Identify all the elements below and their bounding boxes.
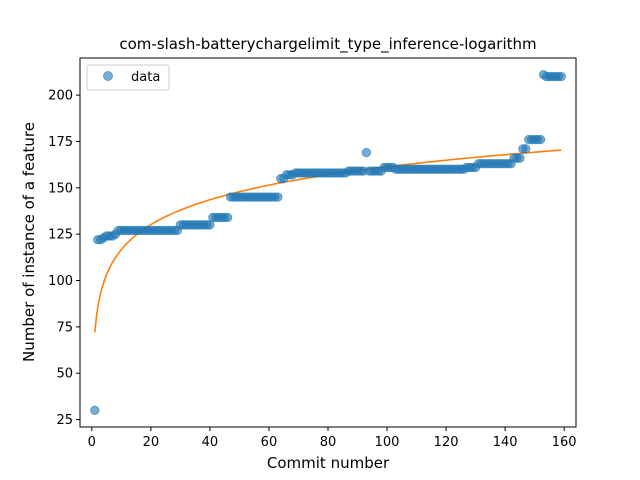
y-tick-label: 50 — [56, 367, 73, 382]
y-tick-label: 100 — [48, 274, 73, 289]
x-axis: 0 20 40 60 80 100 120 140 160 — [88, 427, 577, 450]
data-point — [515, 153, 525, 163]
plot-area — [90, 69, 566, 416]
x-tick-label: 20 — [143, 435, 160, 450]
x-tick-label: 140 — [493, 435, 518, 450]
data-point — [521, 144, 531, 154]
x-tick-label: 60 — [261, 435, 278, 450]
x-tick-label: 160 — [552, 435, 577, 450]
y-tick-label: 175 — [48, 135, 73, 150]
data-point — [535, 134, 546, 145]
x-tick-label: 80 — [320, 435, 337, 450]
x-axis-label: Commit number — [267, 454, 390, 472]
x-tick-label: 0 — [88, 435, 96, 450]
x-tick-label: 100 — [375, 435, 400, 450]
y-axis: 25 50 75 100 125 150 175 200 — [48, 89, 80, 428]
y-axis-label: Number of instance of a feature — [20, 122, 38, 362]
y-tick-label: 125 — [48, 228, 73, 243]
legend: data — [86, 64, 170, 91]
data-point — [273, 192, 283, 202]
plot-frame — [79, 57, 577, 428]
chart-title: com-slash-batterychargelimit_type_infere… — [119, 35, 536, 54]
data-point — [222, 212, 233, 223]
x-tick-label: 40 — [202, 435, 219, 450]
data-point — [361, 147, 372, 158]
y-tick-label: 75 — [56, 320, 73, 335]
y-tick-label: 150 — [48, 181, 73, 196]
y-tick-label: 200 — [48, 89, 73, 104]
x-tick-label: 120 — [434, 435, 459, 450]
y-tick-label: 25 — [56, 413, 73, 428]
data-point — [90, 405, 100, 416]
data-point — [556, 71, 566, 82]
legend-label-data: data — [131, 70, 160, 85]
legend-marker — [103, 71, 113, 81]
